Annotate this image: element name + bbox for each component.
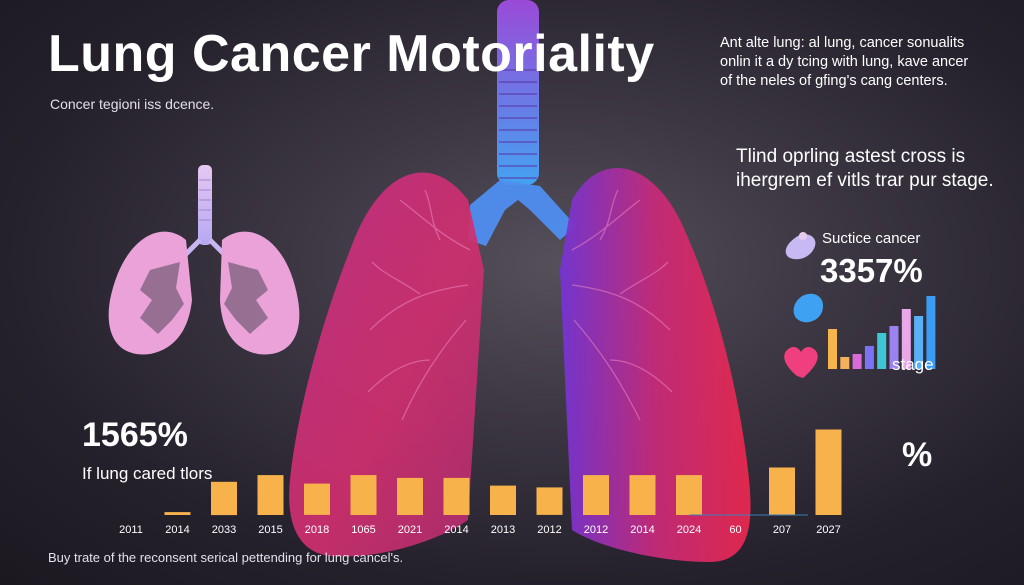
left-stat-label: If lung cared tlors xyxy=(82,464,213,483)
mini-chart-label: stage xyxy=(892,355,934,374)
drop-icon xyxy=(793,293,824,323)
mid-right-paragraph-line-2: ihergrem ef vitls trar pur stage. xyxy=(736,170,994,191)
bar-1 xyxy=(164,512,191,515)
right-lung-illustration xyxy=(560,167,751,563)
bar-8 xyxy=(490,485,516,515)
x-tick-label-15: 2027 xyxy=(816,524,840,536)
x-tick-label-1: 2014 xyxy=(165,524,189,536)
heart-icon xyxy=(784,346,818,378)
mini-bar-2 xyxy=(852,354,862,369)
top-right-paragraph-line-1: Ant alte lung: al lung, cancer sonualits xyxy=(720,35,965,51)
x-tick-label-14: 207 xyxy=(773,524,791,536)
bar-15 xyxy=(815,429,842,515)
left-stat-value: 1565% xyxy=(82,416,188,454)
x-tick-label-12: 2024 xyxy=(677,524,701,536)
top-right-paragraph-line-3: of the neles of gfing's cang centers. xyxy=(720,73,948,89)
mini-bar-0 xyxy=(828,329,837,369)
mini-bar-chart xyxy=(828,296,936,369)
blob-icon xyxy=(785,232,816,260)
mini-bar-4 xyxy=(877,333,887,369)
right-stat-label: Suctice cancer xyxy=(822,230,921,247)
lungs-icon xyxy=(108,165,300,355)
mini-bar-5 xyxy=(889,326,899,369)
mini-bar-8 xyxy=(926,296,936,369)
mini-bar-7 xyxy=(914,316,924,369)
mini-bar-3 xyxy=(864,346,874,369)
trachea-illustration xyxy=(468,0,576,246)
chart-subtitle: Concer tegioni iss dcence. xyxy=(50,96,215,112)
right-stat-value: 3357% xyxy=(820,252,923,289)
x-tick-label-9: 2012 xyxy=(537,524,561,536)
lung-veins xyxy=(367,189,673,421)
x-tick-label-11: 2014 xyxy=(630,524,654,536)
chart-title: Lung Cancer Motoriality xyxy=(48,25,655,83)
x-tick-label-6: 2021 xyxy=(398,524,422,536)
bar-6 xyxy=(397,477,423,515)
x-tick-label-5: 1065 xyxy=(351,524,375,536)
bar-2 xyxy=(211,481,237,516)
x-tick-label-3: 2015 xyxy=(258,524,282,536)
x-tick-label-4: 2018 xyxy=(305,524,329,536)
bar-10 xyxy=(583,475,609,515)
bar-11 xyxy=(629,475,656,515)
mini-bar-1 xyxy=(840,357,850,369)
bar-12 xyxy=(676,475,702,515)
bar-3 xyxy=(257,475,284,515)
mid-right-paragraph-line-1: Tlind oprling astest cross is xyxy=(736,146,966,167)
top-right-paragraph-line-2: onlin it a dy tcing with lung, kave ance… xyxy=(720,54,969,70)
x-tick-label-10: 2012 xyxy=(584,524,608,536)
bar-5 xyxy=(350,475,377,515)
x-tick-label-2: 2033 xyxy=(212,524,236,536)
x-tick-label-8: 2013 xyxy=(491,524,515,536)
x-tick-label-13: 60 xyxy=(729,524,741,536)
left-lung-illustration xyxy=(289,172,484,557)
bar-9 xyxy=(536,487,563,515)
bar-14 xyxy=(769,467,795,515)
x-tick-label-0: 2011 xyxy=(119,524,143,536)
main-bar-chart: 2011 2014 2033 2015 2018 1065 2021 2014 2013 2012… xyxy=(119,429,842,536)
footer-note: Buy trate of the reconsent serical pette… xyxy=(48,550,404,565)
x-tick-label-7: 2014 xyxy=(444,524,468,536)
mini-bar-6 xyxy=(901,309,911,369)
bar-7 xyxy=(443,477,470,515)
percent-label: % xyxy=(902,436,933,474)
bar-4 xyxy=(304,483,330,515)
